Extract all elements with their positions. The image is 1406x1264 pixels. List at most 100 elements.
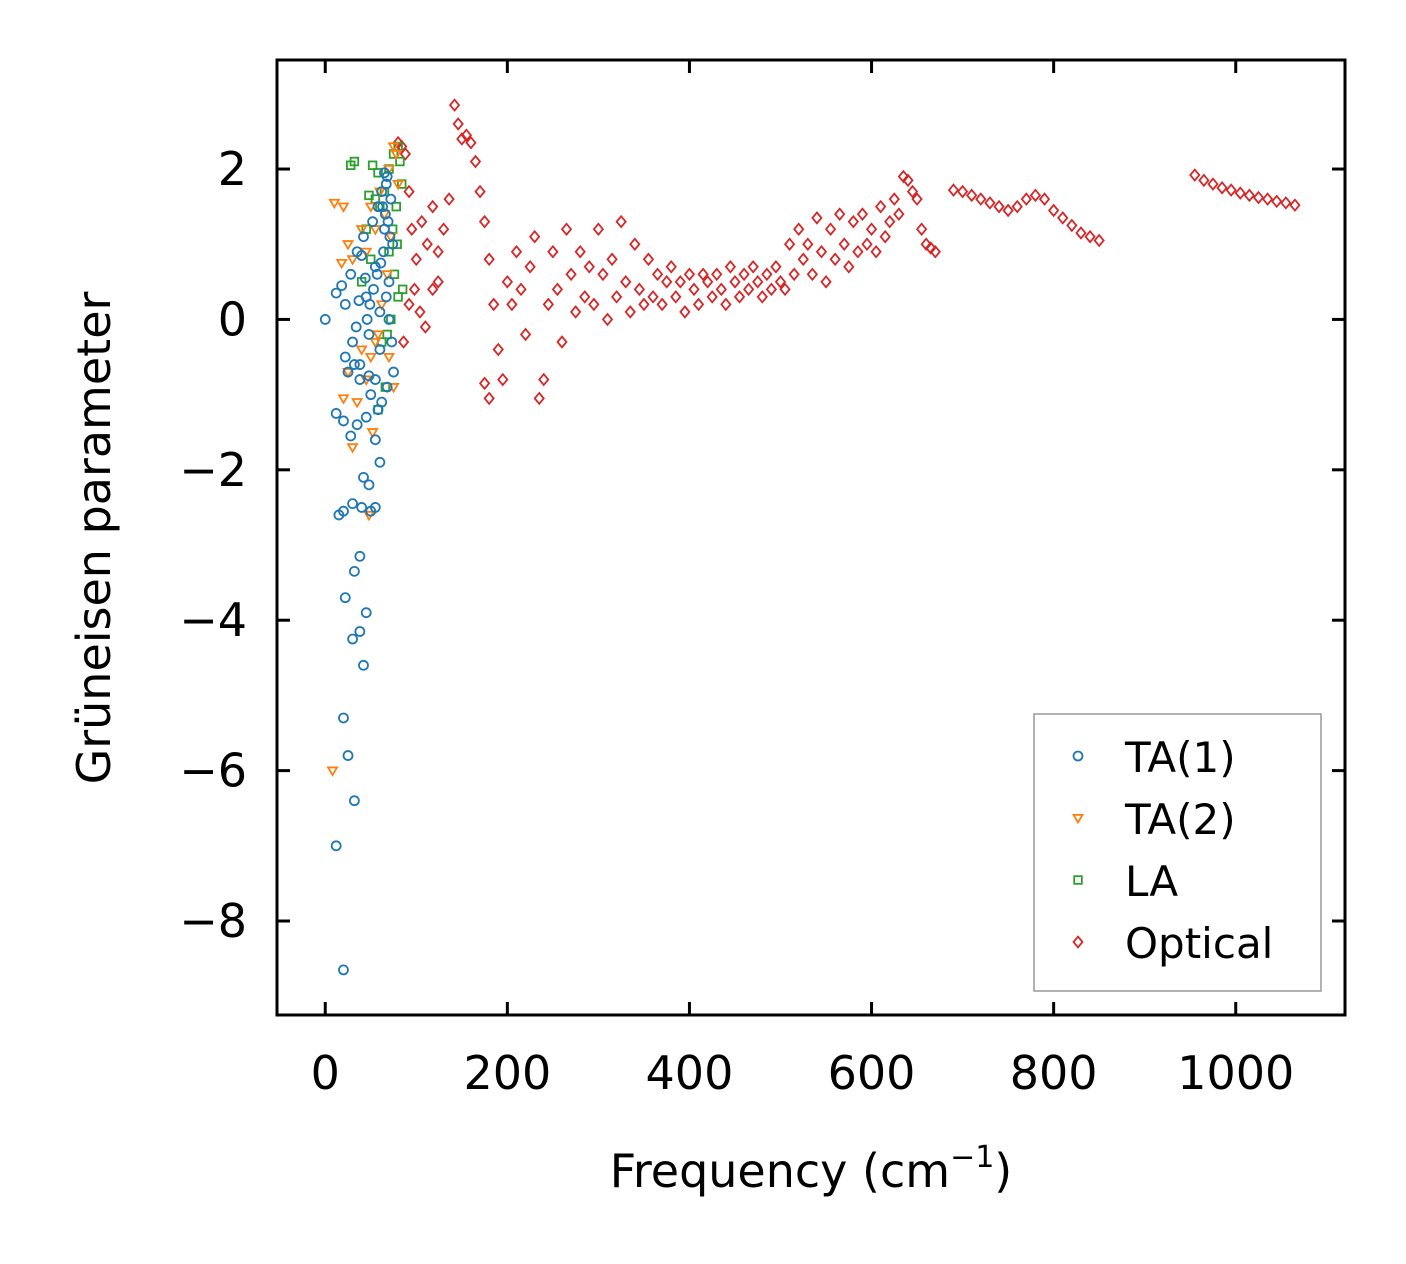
data-point bbox=[363, 479, 375, 491]
data-point bbox=[779, 282, 791, 297]
data-point bbox=[358, 659, 369, 671]
data-point bbox=[399, 147, 412, 161]
data-point bbox=[847, 214, 860, 229]
data-point bbox=[661, 275, 673, 289]
data-point bbox=[483, 252, 495, 267]
series-ta-1- bbox=[319, 167, 399, 976]
data-point bbox=[349, 156, 360, 167]
data-point bbox=[374, 344, 386, 355]
legend-label-ta2: TA(2) bbox=[1124, 795, 1236, 844]
data-point bbox=[342, 750, 354, 761]
data-point bbox=[363, 329, 375, 340]
data-point bbox=[1020, 192, 1033, 206]
data-point bbox=[448, 98, 461, 112]
data-point bbox=[421, 237, 433, 252]
data-point bbox=[406, 222, 418, 236]
data-point bbox=[386, 336, 398, 348]
data-point bbox=[925, 241, 937, 255]
data-point bbox=[375, 300, 388, 311]
data-point bbox=[665, 259, 677, 274]
data-point bbox=[364, 352, 377, 364]
x-tick-label: 200 bbox=[463, 1046, 551, 1100]
data-point bbox=[843, 259, 855, 274]
data-point bbox=[371, 268, 383, 280]
data-point bbox=[356, 502, 368, 513]
data-point bbox=[906, 184, 919, 199]
data-point bbox=[993, 199, 1005, 214]
legend: TA(1) TA(2) LA Optical bbox=[1033, 713, 1322, 992]
data-point bbox=[346, 443, 359, 454]
data-point bbox=[852, 244, 864, 259]
data-point bbox=[437, 222, 450, 236]
data-point bbox=[364, 298, 376, 310]
data-point bbox=[697, 267, 709, 282]
data-point bbox=[588, 297, 600, 312]
data-point bbox=[770, 259, 782, 274]
data-point bbox=[756, 290, 768, 304]
data-point bbox=[395, 156, 405, 167]
data-point bbox=[1252, 190, 1265, 205]
x-tick-label: 1000 bbox=[1177, 1046, 1294, 1100]
data-point bbox=[347, 498, 358, 510]
data-point bbox=[380, 178, 392, 190]
data-point bbox=[354, 626, 366, 637]
data-point bbox=[1038, 192, 1051, 206]
data-point bbox=[345, 430, 357, 442]
data-point bbox=[353, 295, 365, 307]
data-point bbox=[367, 216, 379, 228]
data-point bbox=[460, 128, 473, 143]
data-point bbox=[419, 320, 432, 334]
x-axis-title-main: Frequency (cm bbox=[610, 1144, 950, 1198]
data-point bbox=[369, 337, 382, 349]
legend-marker-optical bbox=[1072, 935, 1084, 949]
x-tick-label: 600 bbox=[828, 1046, 916, 1100]
data-point bbox=[338, 712, 349, 724]
data-point bbox=[391, 201, 401, 212]
data-point bbox=[427, 282, 439, 297]
data-point bbox=[519, 327, 532, 342]
y-tick-label: −4 bbox=[179, 593, 247, 647]
data-point bbox=[326, 766, 339, 777]
data-point bbox=[510, 244, 523, 259]
data-point bbox=[975, 192, 987, 206]
data-point bbox=[501, 275, 514, 289]
data-point bbox=[360, 411, 372, 423]
series-optical bbox=[392, 98, 1301, 406]
data-point bbox=[397, 284, 408, 295]
data-point bbox=[834, 207, 846, 221]
data-point bbox=[347, 633, 358, 645]
data-point bbox=[363, 370, 375, 382]
data-point bbox=[368, 283, 379, 295]
x-axis-title: Frequency (cm−1) bbox=[610, 1140, 1013, 1198]
data-point bbox=[984, 196, 996, 210]
data-point bbox=[382, 216, 394, 228]
data-point bbox=[1057, 211, 1069, 225]
legend-marker-ta-2- bbox=[1071, 813, 1085, 825]
data-point bbox=[330, 287, 342, 299]
x-tick-label: 800 bbox=[1010, 1046, 1098, 1100]
data-point bbox=[335, 258, 348, 270]
data-point bbox=[410, 252, 422, 267]
data-point bbox=[592, 222, 605, 236]
data-point bbox=[355, 345, 368, 356]
data-point bbox=[403, 297, 415, 312]
data-point bbox=[865, 222, 878, 236]
data-point bbox=[330, 840, 342, 852]
data-point bbox=[647, 290, 659, 304]
data-point bbox=[838, 237, 850, 252]
data-point bbox=[319, 314, 331, 325]
data-point bbox=[752, 275, 764, 289]
data-point bbox=[715, 282, 727, 297]
data-point bbox=[524, 259, 536, 274]
data-point bbox=[560, 222, 573, 236]
legend-label-la: LA bbox=[1125, 857, 1178, 906]
data-point bbox=[774, 275, 787, 289]
data-point bbox=[1075, 226, 1087, 240]
data-point bbox=[1261, 192, 1274, 206]
data-point bbox=[615, 214, 627, 229]
legend-markers bbox=[1071, 750, 1085, 949]
data-point bbox=[427, 199, 439, 214]
data-point bbox=[366, 254, 376, 264]
